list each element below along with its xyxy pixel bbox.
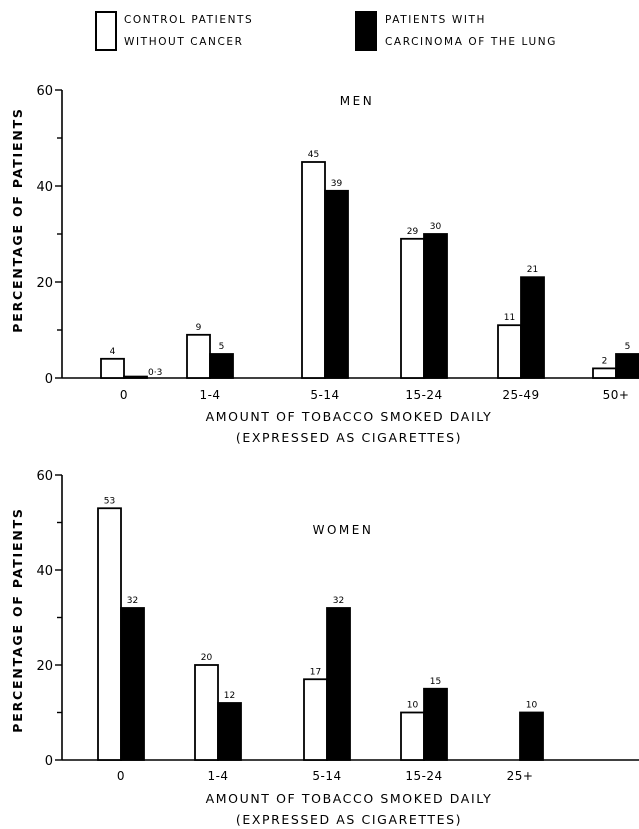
women-x-axis-title-line-2: (EXPRESSED AS CIGARETTES): [236, 812, 462, 827]
men-control-bar: [592, 367, 617, 379]
men-y-tick-label: 40: [36, 180, 53, 195]
men-carcinoma-value-label: 30: [430, 222, 442, 232]
men-control-value-label: 2: [602, 356, 608, 366]
men-control-value-label: 4: [110, 347, 116, 357]
legend-control-line-1: CONTROL PATIENTS: [124, 14, 253, 26]
women-y-tick-label: 0: [45, 754, 53, 769]
men-control-bar: [301, 161, 326, 379]
men-y-axis-title: PERCENTAGE OF PATIENTS: [10, 107, 25, 332]
men-control-value-label: 11: [504, 313, 515, 323]
women-x-tick-label: 5-14: [312, 769, 341, 783]
women-chart: WOMEN PERCENTAGE OF PATIENTS AMOUNT OF T…: [10, 469, 639, 827]
men-carcinoma-bar: [324, 189, 349, 379]
legend-control-line-2: WITHOUT CANCER: [124, 36, 244, 48]
men-carcinoma-value-label: 0·3: [148, 368, 162, 378]
women-control-value-label: 10: [407, 701, 419, 711]
men-y-tick-label: 0: [45, 372, 53, 387]
men-x-axis-title-line-2: (EXPRESSED AS CIGARETTES): [236, 430, 462, 445]
men-carcinoma-bar: [520, 276, 545, 379]
men-control-value-label: 9: [196, 323, 202, 333]
women-carcinoma-value-label: 10: [526, 701, 538, 711]
women-control-value-label: 53: [104, 496, 115, 506]
women-panel-title: WOMEN: [313, 523, 374, 537]
women-x-tick-label: 0: [117, 769, 125, 783]
men-control-value-label: 45: [308, 150, 319, 160]
men-chart: MEN PERCENTAGE OF PATIENTS AMOUNT OF TOB…: [10, 84, 639, 445]
women-carcinoma-bar: [423, 687, 448, 761]
women-carcinoma-value-label: 32: [333, 596, 344, 606]
men-carcinoma-value-label: 21: [527, 265, 538, 275]
men-x-tick-label: 25-49: [502, 388, 539, 402]
women-carcinoma-bar: [326, 607, 351, 761]
women-carcinoma-value-label: 12: [224, 691, 235, 701]
men-y-tick-label: 20: [36, 276, 53, 291]
women-control-value-label: 17: [310, 667, 321, 677]
men-control-bar: [400, 237, 425, 379]
men-carcinoma-value-label: 5: [219, 342, 225, 352]
men-control-value-label: 29: [407, 227, 419, 237]
women-control-bar: [400, 711, 425, 761]
men-carcinoma-value-label: 5: [625, 342, 631, 352]
women-x-axis-title-line-1: AMOUNT OF TOBACCO SMOKED DAILY: [206, 791, 493, 806]
women-control-bar: [303, 678, 328, 761]
women-y-tick-label: 40: [36, 564, 53, 579]
legend-swatch-carcinoma: [355, 11, 377, 51]
women-control-bar: [97, 507, 122, 761]
women-carcinoma-bar: [217, 702, 242, 761]
men-panel-title: MEN: [340, 94, 374, 108]
men-control-bar: [497, 324, 522, 379]
legend-carcinoma-line-1: PATIENTS WITH: [385, 14, 486, 26]
women-carcinoma-bar: [519, 711, 544, 761]
men-control-bar: [100, 357, 125, 379]
men-x-tick-label: 5-14: [310, 388, 339, 402]
women-carcinoma-bar: [120, 607, 145, 761]
women-carcinoma-value-label: 15: [430, 677, 441, 687]
legend-carcinoma-line-2: CARCINOMA OF THE LUNG: [385, 36, 557, 48]
women-x-tick-label: 15-24: [405, 769, 442, 783]
women-x-tick-label: 1-4: [207, 769, 228, 783]
men-x-tick-label: 50+: [603, 388, 630, 402]
men-carcinoma-bar: [423, 233, 448, 379]
women-y-tick-label: 20: [36, 659, 53, 674]
men-carcinoma-bar: [209, 353, 234, 379]
women-control-value-label: 20: [201, 653, 213, 663]
women-x-tick-label: 25+: [507, 769, 534, 783]
women-y-axis-title: PERCENTAGE OF PATIENTS: [10, 507, 25, 732]
men-control-bar: [186, 333, 211, 379]
men-carcinoma-bar: [123, 375, 148, 379]
men-carcinoma-bar: [615, 353, 639, 379]
men-x-tick-label: 15-24: [405, 388, 442, 402]
men-carcinoma-value-label: 39: [331, 179, 343, 189]
women-carcinoma-value-label: 32: [127, 596, 138, 606]
men-y-tick-label: 60: [36, 84, 53, 99]
men-x-tick-label: 1-4: [199, 388, 220, 402]
women-control-bar: [194, 664, 219, 761]
women-y-tick-label: 60: [36, 469, 53, 484]
legend-swatch-control: [95, 11, 117, 51]
legend: CONTROL PATIENTS WITHOUT CANCER PATIENTS…: [95, 11, 557, 51]
men-x-axis-title-line-1: AMOUNT OF TOBACCO SMOKED DAILY: [206, 409, 493, 424]
men-x-tick-label: 0: [120, 388, 128, 402]
